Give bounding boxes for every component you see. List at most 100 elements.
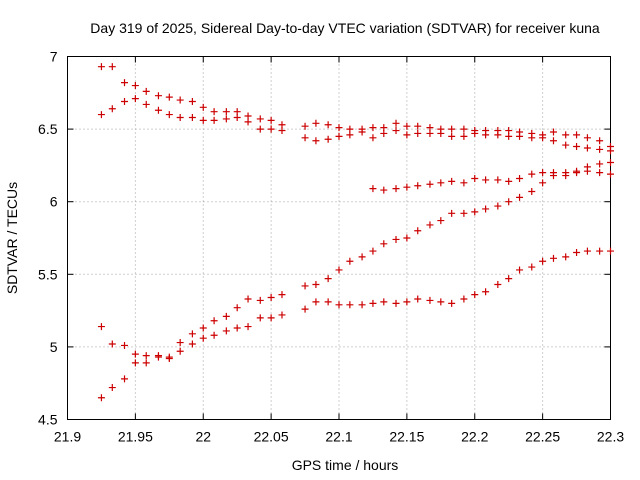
data-point-rising-a: [583, 247, 591, 255]
data-point-rising-a: [97, 323, 105, 331]
data-point-rising-a: [188, 340, 196, 348]
data-point-upper-a: [583, 134, 591, 142]
x-tick-labels: 21.9 21.95 22 22.05 22.1 22.15 22.2 22.25 22.3: [54, 429, 624, 445]
data-point-rising-b: [403, 234, 411, 242]
data-point-upper-a: [199, 103, 207, 111]
data-point-mid-branch: [426, 180, 434, 188]
data-point-rising-a: [233, 324, 241, 332]
y-tick-labels: 4.5 5 5.5 6 6.5 7: [38, 49, 58, 428]
data-point-rising-a: [301, 305, 309, 313]
data-point-upper-a: [165, 93, 173, 101]
data-point-rising-b: [380, 240, 388, 248]
data-point-rising-b: [494, 202, 502, 210]
data-point-rising-b: [392, 235, 400, 243]
x-tick-label: 22.2: [461, 429, 488, 445]
data-point-rising-b: [312, 280, 320, 288]
grid-lines: [67, 56, 611, 420]
data-point-upper-b: [97, 111, 105, 119]
data-point-mid-branch: [380, 186, 388, 194]
data-point-upper-a: [256, 115, 264, 123]
data-point-upper-b: [392, 127, 400, 135]
chart-title: Day 319 of 2025, Sidereal Day-to-day VTE…: [90, 20, 600, 36]
data-point-upper-a: [596, 137, 604, 145]
data-point-upper-a: [210, 108, 218, 116]
y-tick-label: 6.5: [38, 121, 58, 137]
data-point-rising-b: [210, 317, 218, 325]
data-point-rising-b: [607, 158, 614, 166]
y-axis-label: SDTVAR / TECUs: [4, 182, 20, 294]
data-point-rising-a: [244, 323, 252, 331]
data-point-upper-b: [335, 132, 343, 140]
data-point-rising-b: [244, 295, 252, 303]
data-point-rising-a: [335, 301, 343, 309]
data-point-mid-branch: [448, 177, 456, 185]
data-point-rising-b: [539, 179, 547, 187]
data-point-upper-a: [131, 82, 139, 90]
data-point-upper-b: [583, 144, 591, 152]
data-point-rising-a: [482, 288, 490, 296]
data-point-rising-b: [528, 188, 536, 196]
data-point-rising-b: [188, 330, 196, 338]
data-point-rising-a: [176, 347, 184, 355]
data-point-rising-a: [596, 247, 604, 255]
data-point-rising-b: [426, 221, 434, 229]
data-point-rising-a: [426, 296, 434, 304]
data-point-upper-b: [176, 113, 184, 121]
data-point-rising-b: [358, 253, 366, 261]
axis-ticks: [67, 56, 611, 420]
x-tick-label: 21.95: [118, 429, 153, 445]
y-tick-label: 5: [50, 339, 58, 355]
data-point-rising-b: [267, 294, 275, 302]
data-point-upper-a: [108, 63, 116, 71]
data-point-upper-a: [324, 121, 332, 129]
data-point-rising-a: [539, 257, 547, 265]
data-point-rising-a: [392, 299, 400, 307]
data-point-rising-a: [437, 298, 445, 306]
data-point-rising-a: [142, 352, 150, 360]
data-point-upper-b: [222, 115, 230, 123]
x-tick-label: 21.9: [54, 429, 81, 445]
data-point-upper-b: [346, 131, 354, 139]
data-point-rising-b: [471, 208, 479, 216]
data-point-rising-b: [278, 291, 286, 299]
data-point-rising-b: [199, 324, 207, 332]
data-point-rising-b: [335, 266, 343, 274]
data-point-rising-b: [414, 227, 422, 235]
data-point-upper-b: [324, 135, 332, 143]
data-point-mid-branch: [549, 169, 557, 177]
data-point-rising-a: [607, 247, 614, 255]
data-point-mid-branch: [583, 167, 591, 175]
data-point-rising-a: [403, 298, 411, 306]
data-point-rising-b: [121, 375, 129, 383]
data-point-rising-a: [369, 299, 377, 307]
data-point-mid-branch: [403, 183, 411, 191]
data-point-rising-a: [414, 295, 422, 303]
data-point-rising-b: [482, 205, 490, 213]
data-point-upper-b: [165, 111, 173, 119]
data-point-upper-b: [278, 127, 286, 135]
x-axis-label: GPS time / hours: [292, 457, 399, 473]
data-point-rising-b: [448, 209, 456, 217]
data-point-upper-a: [301, 122, 309, 130]
data-point-mid-branch: [607, 170, 614, 178]
data-point-upper-b: [414, 129, 422, 137]
data-point-mid-branch: [369, 185, 377, 193]
data-point-rising-a: [562, 253, 570, 261]
data-point-upper-b: [380, 129, 388, 137]
data-point-rising-b: [131, 359, 139, 367]
data-point-rising-a: [267, 314, 275, 322]
data-point-rising-b: [369, 247, 377, 255]
data-point-upper-b: [233, 113, 241, 121]
data-point-upper-b: [267, 125, 275, 133]
x-tick-label: 22: [195, 429, 211, 445]
data-point-upper-b: [471, 129, 479, 137]
data-point-upper-a: [188, 98, 196, 106]
data-point-upper-a: [562, 131, 570, 139]
data-point-upper-b: [131, 95, 139, 103]
data-point-upper-b: [108, 105, 116, 113]
data-point-rising-b: [505, 198, 513, 206]
data-point-upper-a: [142, 87, 150, 95]
data-point-upper-a: [403, 122, 411, 130]
data-point-upper-a: [222, 108, 230, 116]
